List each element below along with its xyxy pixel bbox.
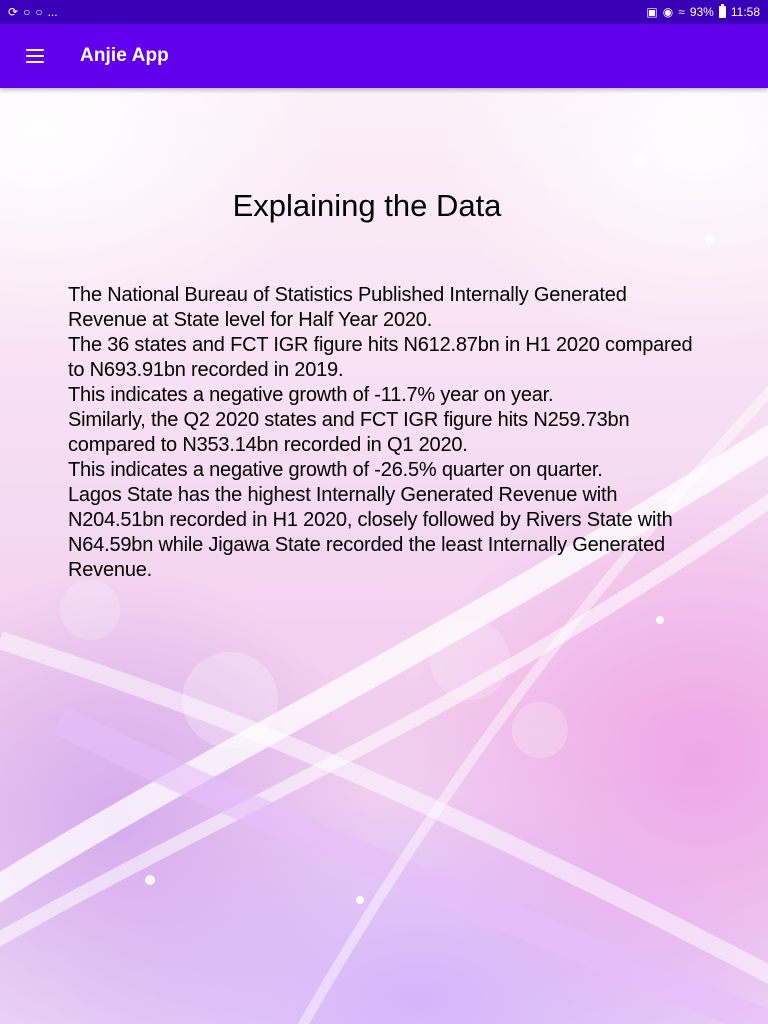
wifi-icon: ≈ [678,5,685,19]
hamburger-icon [26,49,44,63]
page-heading: Explaining the Data [232,188,502,223]
lock-icon: ▣ [646,5,658,19]
sync-icon: ⟳ [8,5,19,19]
battery-icon [718,4,726,18]
status-overflow: ... [47,5,58,19]
app-bar: Anjie App [0,24,768,88]
paragraph: The 36 states and FCT IGR figure hits N6… [68,334,693,381]
whatsapp-icon: ○ [23,5,31,19]
status-right: ▣ ◉ ≈ 93% 11:58 [646,4,760,19]
paragraph: The National Bureau of Statistics Publis… [68,284,627,331]
menu-button[interactable] [0,24,72,88]
body-text: The National Bureau of Statistics Publis… [68,283,708,583]
paragraph: This indicates a negative growth of -26.… [68,459,603,481]
paragraph: Lagos State has the highest Internally G… [68,484,673,581]
paragraph: This indicates a negative growth of -11.… [68,384,554,406]
status-left: ⟳ ○ ○ ... [8,5,58,19]
battery-percent: 93% [689,5,714,19]
status-time: 11:58 [730,5,760,19]
app-title: Anjie App [80,45,169,66]
whatsapp-icon: ○ [35,5,43,19]
paragraph: Similarly, the Q2 2020 states and FCT IG… [68,409,630,456]
alarm-icon: ◉ [662,5,674,19]
status-bar: ⟳ ○ ○ ... ▣ ◉ ≈ 93% 11:58 [0,0,768,24]
